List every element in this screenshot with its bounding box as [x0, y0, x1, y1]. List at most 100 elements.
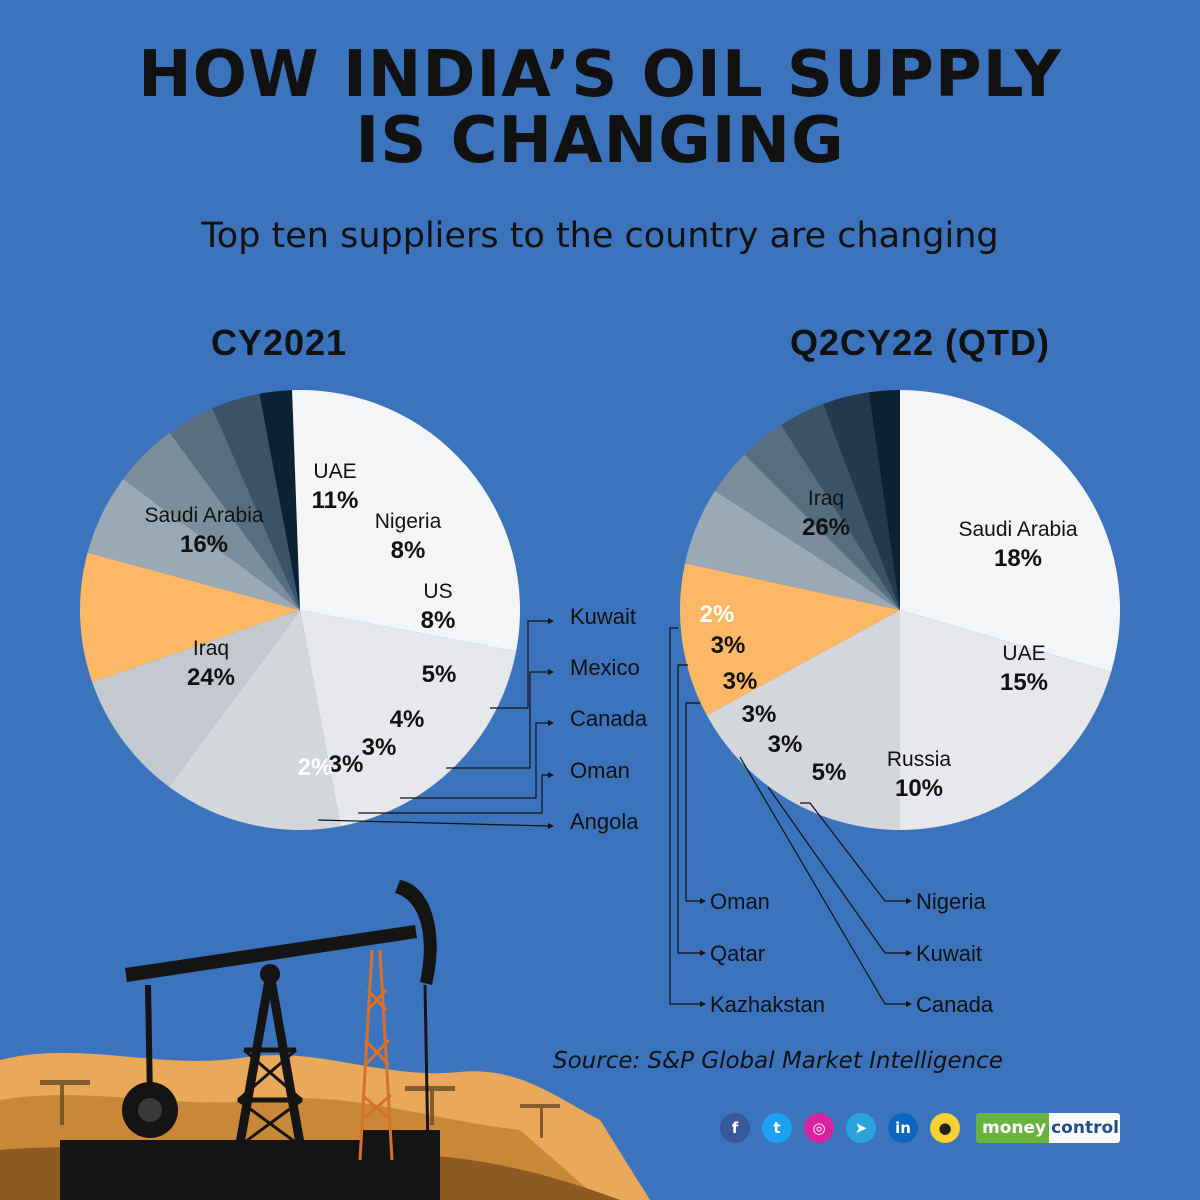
pie-slice-oman [212, 393, 300, 610]
slice-value-us: 8% [421, 607, 456, 634]
slice-value-canada: 3% [742, 701, 777, 728]
pie-slice-oman [781, 403, 900, 610]
slice-value-oman: 3% [329, 751, 364, 778]
slice-value-nigeria: 5% [812, 759, 847, 786]
slice-value-kuwait: 3% [768, 731, 803, 758]
slice-label-russia: Russia [887, 748, 952, 771]
chart-title-q2cy22: Q2CY22 (QTD) [789, 322, 1051, 363]
slice-label-canada: Canada [916, 992, 994, 1017]
slice-value-iraq: 24% [187, 664, 235, 691]
pie-slice-kuwait [714, 454, 900, 610]
slice-value-iraq: 26% [802, 514, 850, 541]
linkedin-icon[interactable]: in [888, 1113, 918, 1143]
page-title: HOW INDIA’S OIL SUPPLY IS CHANGING [0, 42, 1200, 174]
slice-label-qatar: Qatar [710, 941, 765, 966]
slice-label-oman: Oman [570, 758, 630, 783]
slice-value-uae: 11% [312, 487, 359, 514]
moneycontrol-logo[interactable]: money control [976, 1113, 1120, 1143]
leader-line-qatar [677, 664, 700, 954]
leader-arrow-kuwait [548, 618, 554, 624]
pie-slice-angola [259, 390, 300, 610]
slice-value-mexico: 4% [390, 706, 425, 733]
slice-label-oman: Oman [710, 889, 770, 914]
title-line-2: IS CHANGING [355, 104, 845, 178]
slice-label-kazhakstan: Kazhakstan [710, 992, 825, 1017]
leader-arrow-oman [548, 772, 554, 778]
brand-part-1: money [976, 1113, 1050, 1143]
pie-slice-saudi-arabia [300, 610, 517, 827]
slice-value-uae: 15% [1000, 669, 1048, 696]
pie-slice-russia [680, 563, 900, 716]
slice-label-nigeria: Nigeria [375, 510, 442, 533]
slice-label-kuwait: Kuwait [570, 604, 636, 629]
leader-arrow-kazhakstan [700, 1001, 706, 1007]
slice-value-oman: 3% [723, 668, 758, 695]
pie-slice-nigeria [685, 491, 900, 610]
leader-arrow-oman [700, 898, 706, 904]
pie-slice-canada [169, 408, 300, 610]
source-note: Source: S&P Global Market Intelligence [553, 1048, 1003, 1074]
title-line-1: HOW INDIA’S OIL SUPPLY [138, 38, 1062, 112]
slice-label-mexico: Mexico [570, 655, 640, 680]
koo-icon[interactable]: ● [930, 1113, 960, 1143]
leader-line-angola [317, 819, 549, 827]
leader-arrow-qatar [700, 950, 706, 956]
slice-label-kuwait: Kuwait [916, 941, 982, 966]
slice-label-saudi-arabia: Saudi Arabia [958, 518, 1077, 541]
twitter-icon[interactable]: t [762, 1113, 792, 1143]
pie-slice-kazhakstan [868, 390, 900, 610]
pie-slice-canada [744, 424, 900, 610]
leader-line-canada [739, 756, 906, 1005]
slice-value-kazhakstan: 2% [700, 601, 735, 628]
pie-slice-qatar [823, 392, 900, 610]
facebook-icon[interactable]: f [720, 1113, 750, 1143]
leader-line-mexico [446, 671, 548, 769]
slice-label-iraq: Iraq [193, 637, 229, 660]
slice-label-nigeria: Nigeria [916, 889, 986, 914]
pie-slice-kuwait [87, 479, 300, 610]
slice-label-uae: UAE [313, 460, 356, 483]
pie-slice-us [80, 552, 300, 683]
slice-value-kuwait: 5% [422, 661, 457, 688]
pie-slice-iraq [900, 390, 1121, 672]
instagram-icon[interactable]: ◎ [804, 1113, 834, 1143]
slice-value-saudi-arabia: 16% [180, 531, 228, 558]
slice-value-angola: 2% [298, 754, 333, 781]
pie-slice-uae [169, 610, 341, 831]
slice-label-angola: Angola [570, 809, 639, 834]
slice-label-uae: UAE [1002, 642, 1045, 665]
leader-line-oman [685, 702, 700, 902]
telegram-icon[interactable]: ➤ [846, 1113, 876, 1143]
pie-slice-iraq [292, 389, 520, 652]
leader-line-kuwait [490, 620, 548, 709]
page-subtitle: Top ten suppliers to the country are cha… [201, 216, 999, 256]
leader-arrow-mexico [548, 669, 554, 675]
slice-value-russia: 10% [895, 775, 943, 802]
leader-line-kazhakstan [669, 627, 700, 1005]
slice-value-canada: 3% [362, 734, 397, 761]
slice-value-qatar: 3% [711, 632, 746, 659]
leader-arrow-nigeria [906, 898, 912, 904]
pie-slice-mexico [123, 432, 301, 610]
leader-line-oman [358, 774, 548, 814]
leader-arrow-angola [548, 823, 554, 829]
slice-value-nigeria: 8% [391, 537, 426, 564]
pie-slice-nigeria [92, 610, 301, 787]
pie-slice-saudi-arabia [900, 610, 1112, 830]
leader-arrow-canada [548, 720, 554, 726]
brand-part-2: control [1049, 1113, 1120, 1143]
leader-arrow-canada [906, 1001, 912, 1007]
slice-label-us: US [423, 580, 452, 603]
slice-label-saudi-arabia: Saudi Arabia [144, 504, 263, 527]
pie-slice-uae [706, 610, 900, 830]
slice-label-iraq: Iraq [808, 487, 844, 510]
leader-line-kuwait [767, 786, 906, 954]
oil-field-illustration [0, 880, 650, 1200]
pie-chart-cy2021: Saudi Arabia16%UAE11%Nigeria8%US8%5%4%3%… [80, 389, 648, 834]
chart-title-cy2021: CY2021 [210, 322, 348, 363]
slice-label-canada: Canada [570, 706, 648, 731]
pie-chart-q2cy22: Iraq 26% Saudi Arabia 18% UAE 15% Russia 10% 5% 3… [669, 390, 1121, 1017]
leader-arrow-kuwait [906, 950, 912, 956]
slice-value-saudi-arabia: 18% [994, 545, 1042, 572]
